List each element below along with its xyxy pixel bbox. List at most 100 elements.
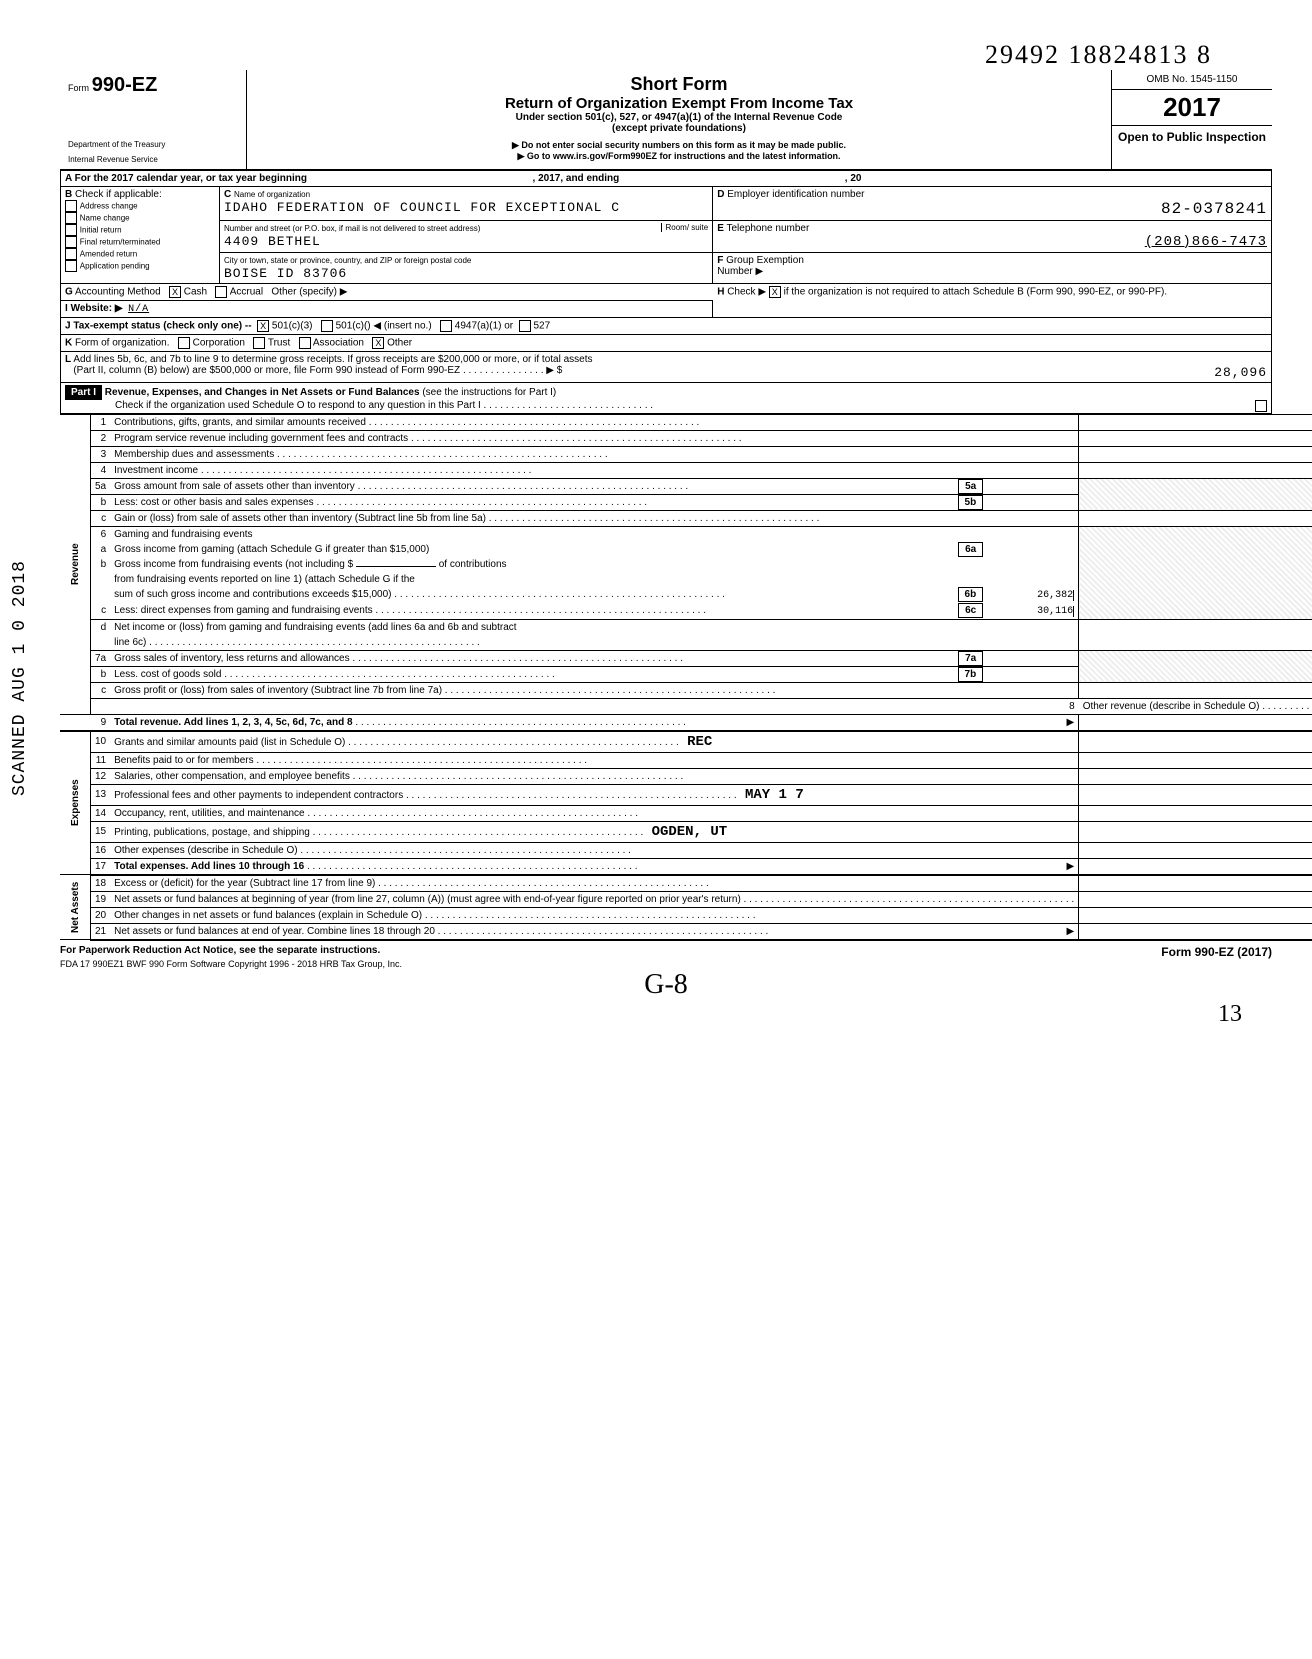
row-text: Gross profit or (loss) from sales of inv… bbox=[110, 682, 1079, 698]
checkbox-trust[interactable] bbox=[253, 337, 265, 349]
line-a-mid: , 2017, and ending bbox=[533, 173, 620, 184]
stamp-date: MAY 1 7 bbox=[745, 787, 804, 803]
row-num: a bbox=[91, 542, 111, 557]
block-b-letter: B bbox=[65, 189, 72, 200]
row-num: 9 bbox=[91, 714, 111, 731]
row-text: Salaries, other compensation, and employ… bbox=[110, 768, 1079, 784]
row-num: 13 bbox=[91, 784, 111, 805]
checkbox-corporation[interactable] bbox=[178, 337, 190, 349]
row-num: c bbox=[91, 682, 111, 698]
row-box: 7c bbox=[1079, 682, 1312, 698]
hand-bottom: G-8 bbox=[60, 969, 1272, 1001]
opt-4947: 4947(a)(1) or bbox=[455, 320, 513, 331]
row-box: 21 bbox=[1079, 923, 1312, 940]
row-num: 19 bbox=[91, 891, 111, 907]
checkbox-4947[interactable] bbox=[440, 320, 452, 332]
opt-501c-b: ) ◀ (insert no.) bbox=[367, 320, 431, 331]
opt-association: Association bbox=[313, 337, 364, 348]
line-h-text: if the organization is not required to a… bbox=[784, 286, 1168, 297]
checkbox-accrual[interactable] bbox=[215, 286, 227, 298]
checkbox-schedule-o-part1[interactable] bbox=[1255, 400, 1267, 412]
row-box: 11 bbox=[1079, 752, 1312, 768]
form-header: Form 990-EZ Department of the Treasury I… bbox=[60, 70, 1272, 170]
line-l-letter: L bbox=[65, 354, 71, 365]
shaded-cell bbox=[1079, 526, 1312, 619]
row-box: 5c bbox=[1079, 510, 1312, 526]
row-num: 18 bbox=[91, 875, 111, 892]
mini-val: 26,382 bbox=[983, 590, 1074, 601]
block-f-letter: F bbox=[717, 255, 723, 266]
opt-initial-return: Initial return bbox=[80, 225, 122, 234]
org-name: IDAHO FEDERATION OF COUNCIL FOR EXCEPTIO… bbox=[224, 200, 620, 215]
row-text: Program service revenue including govern… bbox=[110, 430, 1079, 446]
row-text: Contributions, gifts, grants, and simila… bbox=[110, 414, 1079, 430]
row-num: b bbox=[91, 557, 111, 572]
line-h-letter: H bbox=[717, 286, 724, 297]
line-g-letter: G bbox=[65, 286, 73, 297]
phone-value: (208)866-7473 bbox=[717, 234, 1267, 250]
row-num: c bbox=[91, 510, 111, 526]
opt-trust: Trust bbox=[268, 337, 290, 348]
row-num: 4 bbox=[91, 462, 111, 478]
part1-paren: (see the instructions for Part I) bbox=[422, 387, 556, 398]
opt-application-pending: Application pending bbox=[80, 261, 150, 270]
checkbox-name-change[interactable] bbox=[65, 212, 77, 224]
checkbox-application-pending[interactable] bbox=[65, 260, 77, 272]
row-text: Gross income from gaming (attach Schedul… bbox=[114, 544, 429, 555]
row-text: Grants and similar amounts paid (list in… bbox=[114, 737, 679, 748]
footer-paperwork: For Paperwork Reduction Act Notice, see … bbox=[60, 945, 380, 956]
part1-check-line: Check if the organization used Schedule … bbox=[65, 400, 653, 411]
right-header: OMB No. 1545-1150 2017 Open to Public In… bbox=[1112, 70, 1272, 169]
row-box: 15 bbox=[1079, 821, 1312, 842]
website-value: N/A bbox=[128, 304, 149, 315]
line-l-text2: (Part II, column (B) below) are $500,000… bbox=[73, 365, 562, 376]
row-num: 15 bbox=[91, 821, 111, 842]
row-text: from fundraising events reported on line… bbox=[110, 572, 1079, 587]
stamp-rec: REC bbox=[687, 734, 712, 750]
row-text: Gain or (loss) from sale of assets other… bbox=[110, 510, 1079, 526]
row-num: 8 bbox=[110, 698, 1079, 714]
stamp-location: OGDEN, UT bbox=[652, 824, 728, 840]
row-box: 13 bbox=[1079, 784, 1312, 805]
checkbox-501c[interactable] bbox=[321, 320, 333, 332]
row-box: 17 bbox=[1079, 858, 1312, 875]
row-num: 12 bbox=[91, 768, 111, 784]
row-text: Net income or (loss) from gaming and fun… bbox=[110, 619, 1079, 635]
label-group-exemption: Group Exemption bbox=[726, 255, 804, 266]
checkbox-schedule-b[interactable]: X bbox=[769, 286, 781, 298]
opt-address-change: Address change bbox=[80, 201, 138, 210]
row-num: 3 bbox=[91, 446, 111, 462]
checkbox-association[interactable] bbox=[299, 337, 311, 349]
checkbox-other-org[interactable]: X bbox=[372, 337, 384, 349]
checkbox-amended-return[interactable] bbox=[65, 248, 77, 260]
row-text: Investment income bbox=[110, 462, 1079, 478]
label-form-of-org: Form of organization. bbox=[75, 337, 170, 348]
row-num: 6 bbox=[91, 526, 111, 542]
label-ein: Employer identification number bbox=[727, 189, 864, 200]
row-text: Net assets or fund balances at end of ye… bbox=[114, 926, 435, 937]
arrow-icon: ▶ bbox=[1066, 926, 1074, 937]
label-phone: Telephone number bbox=[726, 223, 809, 234]
line-a-end: , 20 bbox=[845, 173, 862, 184]
row-box: 20 bbox=[1079, 907, 1312, 923]
tax-year: 2017 bbox=[1112, 90, 1272, 126]
scanned-stamp: SCANNED AUG 1 0 2018 bbox=[10, 560, 30, 796]
checkbox-cash[interactable]: X bbox=[169, 286, 181, 298]
form-number: 990-EZ bbox=[92, 74, 158, 96]
opt-527: 527 bbox=[533, 320, 550, 331]
label-org-name: Name of organization bbox=[234, 190, 310, 199]
checkbox-address-change[interactable] bbox=[65, 200, 77, 212]
row-text: Other expenses (describe in Schedule O) bbox=[110, 842, 1079, 858]
hand-bottom-right: 13 bbox=[60, 1001, 1272, 1028]
checkbox-527[interactable] bbox=[519, 320, 531, 332]
row-box: 1 bbox=[1079, 414, 1312, 430]
mini-box: 5a bbox=[958, 479, 983, 494]
mini-box: 6b bbox=[958, 587, 984, 602]
checkbox-501c3[interactable]: X bbox=[257, 320, 269, 332]
checkbox-initial-return[interactable] bbox=[65, 224, 77, 236]
row-text: Net assets or fund balances at beginning… bbox=[110, 891, 1079, 907]
label-room: Room/ suite bbox=[661, 223, 709, 232]
title-sub2: (except private foundations) bbox=[257, 123, 1101, 134]
row-text: Excess or (deficit) for the year (Subtra… bbox=[110, 875, 1079, 892]
checkbox-final-return[interactable] bbox=[65, 236, 77, 248]
